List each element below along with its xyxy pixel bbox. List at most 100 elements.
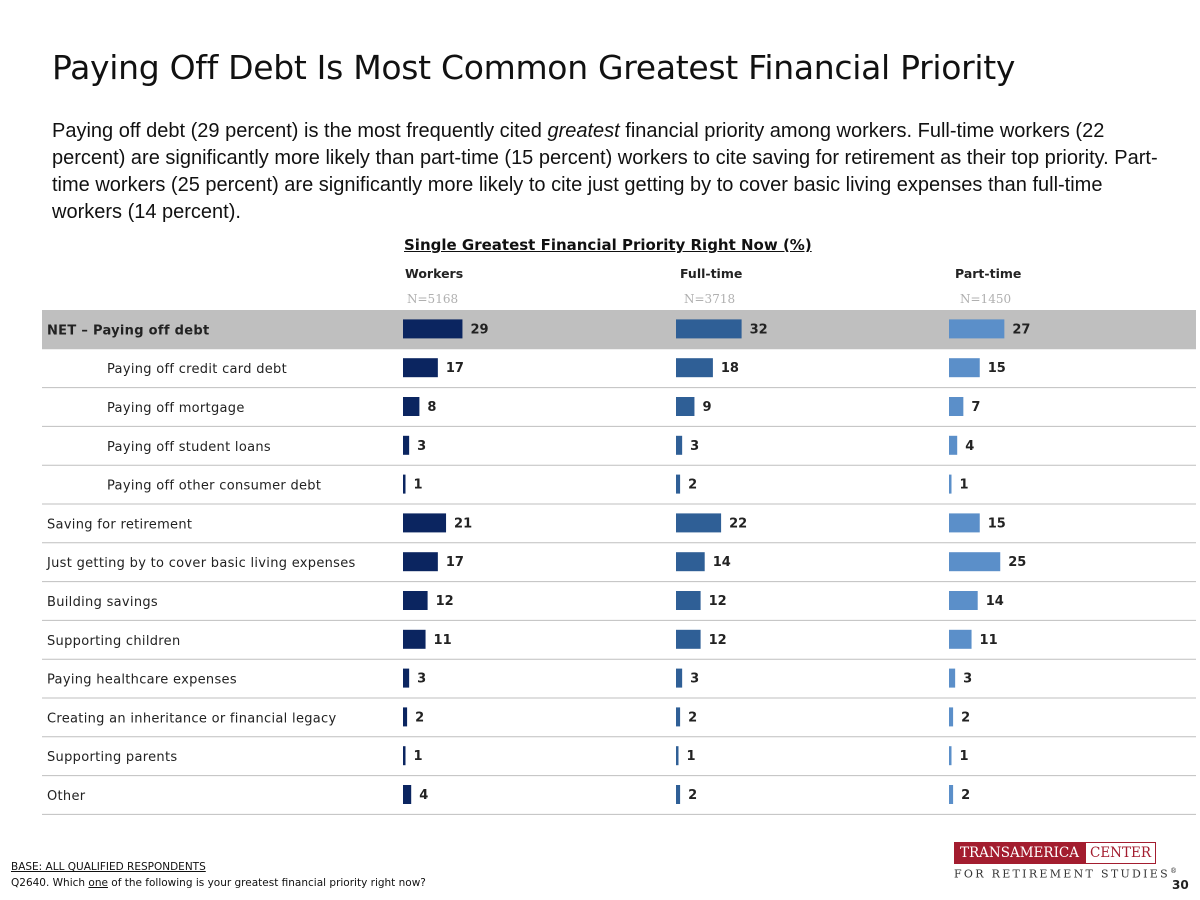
bar-part-time-other: [949, 785, 954, 804]
page-subtitle: Paying off debt (29 percent) is the most…: [52, 118, 1162, 226]
question-note: Q2640. Which one of the following is you…: [11, 877, 426, 889]
row-label-net-paying-off-debt: NET – Paying off debt: [47, 323, 209, 338]
bar-workers-paying-off-mortgage: [403, 397, 420, 416]
value-label-full-time-supporting-children: 12: [709, 633, 727, 648]
value-label-workers-supporting-children: 11: [434, 633, 452, 648]
value-label-full-time-just-getting-by-to-cover-basic-living-expenses: 14: [713, 555, 731, 570]
value-label-part-time-paying-off-mortgage: 7: [971, 400, 980, 415]
bar-part-time-just-getting-by-to-cover-basic-living-expenses: [949, 552, 1001, 572]
value-label-part-time-paying-healthcare-expenses: 3: [963, 672, 972, 687]
value-label-part-time-paying-off-student-loans: 4: [965, 439, 974, 454]
bar-part-time-net-paying-off-debt: [949, 319, 1005, 339]
bar-full-time-just-getting-by-to-cover-basic-living-expenses: [676, 552, 705, 572]
bar-part-time-paying-off-student-loans: [949, 435, 958, 455]
bar-workers-net-paying-off-debt: [403, 319, 463, 339]
bar-part-time-paying-off-mortgage: [949, 397, 964, 416]
value-label-full-time-net-paying-off-debt: 32: [750, 322, 768, 337]
subtitle-part-2: financial priority among workers. Full-t…: [52, 120, 1158, 223]
value-label-workers-building-savings: 12: [436, 594, 454, 609]
value-label-part-time-other: 2: [961, 788, 970, 803]
row-label-paying-off-mortgage: Paying off mortgage: [107, 401, 245, 416]
value-label-workers-net-paying-off-debt: 29: [470, 322, 488, 337]
value-label-full-time-paying-off-student-loans: 3: [690, 439, 699, 454]
bar-full-time-supporting-children: [676, 629, 701, 649]
column-header-workers: Workers: [405, 266, 464, 281]
bar-workers-paying-off-other-consumer-debt: [403, 474, 406, 494]
bar-workers-supporting-children: [403, 629, 426, 649]
row-label-paying-off-credit-card-debt: Paying off credit card debt: [107, 362, 287, 377]
row-label-paying-off-student-loans: Paying off student loans: [107, 440, 271, 455]
value-label-workers-paying-off-other-consumer-debt: 1: [414, 478, 423, 493]
value-label-workers-paying-off-student-loans: 3: [417, 439, 426, 454]
value-label-workers-saving-for-retirement: 21: [454, 516, 472, 531]
bar-full-time-paying-healthcare-expenses: [676, 668, 683, 688]
value-label-workers-other: 4: [419, 788, 428, 803]
bar-full-time-creating-an-inheritance-or-financial-legacy: [676, 707, 681, 727]
column-header-parttime: Part-time: [955, 266, 1022, 281]
bar-part-time-supporting-parents: [949, 746, 952, 766]
bar-full-time-paying-off-student-loans: [676, 435, 683, 455]
value-label-part-time-saving-for-retirement: 15: [988, 516, 1006, 531]
bar-part-time-saving-for-retirement: [949, 513, 980, 533]
row-label-saving-for-retirement: Saving for retirement: [47, 517, 192, 532]
row-label-other: Other: [47, 789, 86, 804]
subtitle-emphasis: greatest: [547, 120, 620, 142]
value-label-full-time-paying-healthcare-expenses: 3: [690, 672, 699, 687]
value-label-full-time-paying-off-credit-card-debt: 18: [721, 361, 739, 376]
value-label-part-time-building-savings: 14: [986, 594, 1004, 609]
column-n-parttime: N=1450: [960, 292, 1012, 306]
value-label-workers-supporting-parents: 1: [414, 749, 423, 764]
bar-full-time-paying-off-credit-card-debt: [676, 358, 713, 378]
value-label-full-time-other: 2: [688, 788, 697, 803]
bar-part-time-supporting-children: [949, 629, 972, 649]
question-emphasis: one: [88, 877, 108, 889]
value-label-part-time-paying-off-other-consumer-debt: 1: [960, 478, 969, 493]
value-label-workers-just-getting-by-to-cover-basic-living-expenses: 17: [446, 555, 464, 570]
bar-part-time-paying-healthcare-expenses: [949, 668, 956, 688]
bar-full-time-paying-off-mortgage: [676, 397, 695, 416]
row-label-supporting-children: Supporting children: [47, 634, 181, 649]
bar-part-time-paying-off-other-consumer-debt: [949, 474, 952, 494]
page-number: 30: [1172, 878, 1189, 892]
column-header-fulltime: Full-time: [680, 266, 743, 281]
value-label-full-time-supporting-parents: 1: [687, 749, 696, 764]
value-label-workers-paying-off-mortgage: 8: [427, 400, 436, 415]
value-label-part-time-net-paying-off-debt: 27: [1012, 322, 1030, 337]
row-label-paying-healthcare-expenses: Paying healthcare expenses: [47, 673, 237, 688]
bar-workers-supporting-parents: [403, 746, 406, 766]
value-label-full-time-creating-an-inheritance-or-financial-legacy: 2: [688, 710, 697, 725]
bar-workers-creating-an-inheritance-or-financial-legacy: [403, 707, 408, 727]
value-label-full-time-paying-off-mortgage: 9: [702, 400, 711, 415]
value-label-workers-paying-healthcare-expenses: 3: [417, 672, 426, 687]
bar-part-time-building-savings: [949, 591, 978, 610]
logo-right-text: CENTER: [1084, 842, 1157, 864]
column-n-workers: N=5168: [407, 292, 459, 306]
value-label-full-time-saving-for-retirement: 22: [729, 516, 747, 531]
bar-part-time-creating-an-inheritance-or-financial-legacy: [949, 707, 954, 727]
bar-full-time-saving-for-retirement: [676, 513, 722, 533]
base-note: BASE: ALL QUALIFIED RESPONDENTS: [11, 861, 206, 873]
bar-workers-paying-off-credit-card-debt: [403, 358, 438, 378]
value-label-part-time-supporting-children: 11: [980, 633, 998, 648]
row-label-paying-off-other-consumer-debt: Paying off other consumer debt: [107, 479, 321, 494]
transamerica-logo: TRANSAMERICA CENTER FOR RETIREMENT STUDI…: [954, 842, 1177, 884]
subtitle-part-1: Paying off debt (29 percent) is the most…: [52, 120, 548, 142]
bar-full-time-paying-off-other-consumer-debt: [676, 474, 681, 494]
bar-full-time-other: [676, 785, 681, 804]
bar-full-time-supporting-parents: [676, 746, 679, 766]
bar-full-time-building-savings: [676, 591, 701, 610]
value-label-full-time-building-savings: 12: [709, 594, 727, 609]
value-label-part-time-supporting-parents: 1: [960, 749, 969, 764]
value-label-workers-creating-an-inheritance-or-financial-legacy: 2: [415, 710, 424, 725]
row-label-building-savings: Building savings: [47, 595, 158, 610]
row-label-just-getting-by-to-cover-basic-living-expenses: Just getting by to cover basic living ex…: [46, 556, 356, 571]
logo-left-text: TRANSAMERICA: [954, 842, 1085, 864]
value-label-part-time-creating-an-inheritance-or-financial-legacy: 2: [961, 710, 970, 725]
row-label-supporting-parents: Supporting parents: [47, 750, 177, 765]
logo-bottom-text: FOR RETIREMENT STUDIES®: [954, 867, 1177, 881]
row-label-creating-an-inheritance-or-financial-legacy: Creating an inheritance or financial leg…: [47, 711, 337, 726]
bar-workers-building-savings: [403, 591, 428, 610]
page-title: Paying Off Debt Is Most Common Greatest …: [52, 48, 1016, 87]
question-part-1: Q2640. Which: [11, 877, 89, 889]
